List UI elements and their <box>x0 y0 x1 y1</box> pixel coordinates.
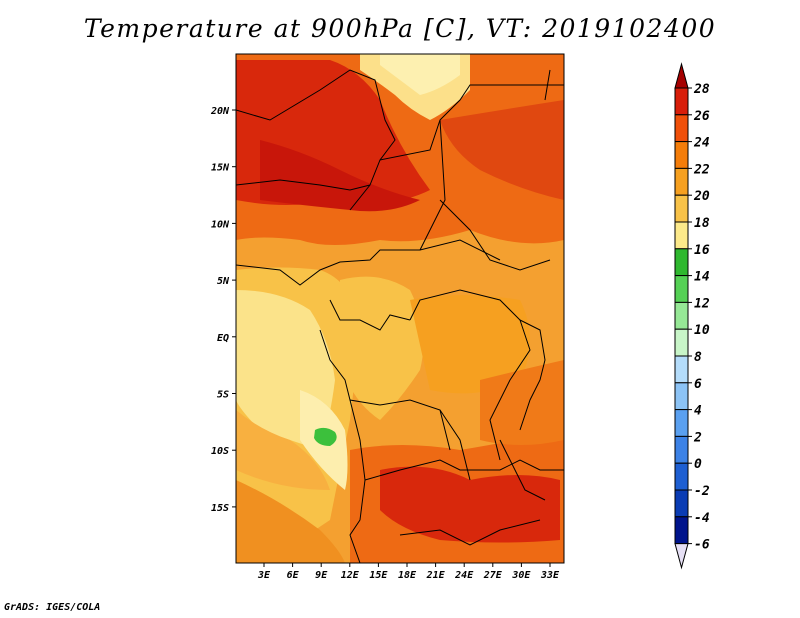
colorbar-segment <box>674 435 689 464</box>
colorbar-label: 22 <box>693 162 710 177</box>
x-tick-label: 18E <box>398 570 417 581</box>
colorbar-segment <box>674 248 689 277</box>
colorbar-segment <box>674 409 689 437</box>
x-tick-label: 33E <box>540 570 560 581</box>
colorbar-label: 12 <box>694 296 710 311</box>
y-tick-label: 5S <box>217 390 229 401</box>
x-tick-label: 27E <box>483 570 503 581</box>
y-tick-label: 5N <box>217 276 230 287</box>
colorbar-segment <box>674 382 689 411</box>
colorbar-segment <box>674 221 689 250</box>
credit-text: GrADS: IGES/COLA <box>4 602 101 613</box>
colorbar-top-arrow <box>674 62 689 89</box>
colorbar-segment <box>674 141 689 169</box>
colorbar-label: 24 <box>693 136 710 151</box>
y-tick-label: 20N <box>210 106 230 117</box>
x-tick-label: 21E <box>426 570 446 581</box>
colorbar-label: 18 <box>694 216 710 231</box>
y-axis: 20N 15N 10N 5N EQ 5S 10S 15S <box>210 106 236 514</box>
colorbar-segment <box>674 516 689 545</box>
x-tick-label: 15E <box>369 570 388 581</box>
y-tick-label: 15N <box>211 163 230 174</box>
y-tick-label: 10S <box>211 446 229 457</box>
x-tick-label: 6E <box>287 570 300 581</box>
colorbar-segment <box>674 462 689 491</box>
colorbar-label: 4 <box>694 404 702 419</box>
colorbar-label: 0 <box>694 457 702 472</box>
colorbar-segment <box>674 114 689 143</box>
colorbar-label: 2 <box>693 430 702 445</box>
colorbar-segment <box>674 167 689 196</box>
x-tick-label: 9E <box>315 570 328 581</box>
colorbar-label: -2 <box>694 484 710 499</box>
colorbar-label: 16 <box>694 243 710 258</box>
colorbar-label: 26 <box>693 109 710 124</box>
colorbar-segment <box>674 489 689 518</box>
x-tick-label: 12E <box>341 570 360 581</box>
map-title: Temperature at 900hPa [C], VT: 201910240… <box>83 14 717 43</box>
colorbar-segment <box>674 194 689 223</box>
colorbar-label: 20 <box>693 189 710 204</box>
colorbar-segment <box>674 328 689 357</box>
colorbar-label: 28 <box>693 82 710 97</box>
colorbar-segment <box>674 301 689 330</box>
colorbar-label: 10 <box>694 323 710 338</box>
x-tick-label: 30E <box>511 570 531 581</box>
y-tick-label: 15S <box>211 503 229 514</box>
y-tick-label: EQ <box>217 333 229 344</box>
colorbar-bottom-arrow <box>674 543 689 570</box>
temperature-field <box>236 54 564 563</box>
y-tick-label: 10N <box>211 219 230 230</box>
x-tick-label: 3E <box>257 570 271 581</box>
colorbar-label: 8 <box>694 350 702 365</box>
colorbar-segment <box>674 355 689 384</box>
colorbar-label: -6 <box>694 538 710 553</box>
plot-frame <box>235 53 565 564</box>
colorbar-segment <box>674 87 689 116</box>
colorbar-label: 6 <box>694 377 702 392</box>
colorbar-label: -4 <box>694 511 710 526</box>
colorbar-segment <box>674 275 689 303</box>
country-borders <box>236 69 564 563</box>
colorbar-label: 14 <box>694 270 710 285</box>
x-axis: 3E 6E 9E 12E 15E 18E 21E 24E 27E 30E 33E <box>257 563 560 581</box>
x-tick-label: 24E <box>454 570 474 581</box>
